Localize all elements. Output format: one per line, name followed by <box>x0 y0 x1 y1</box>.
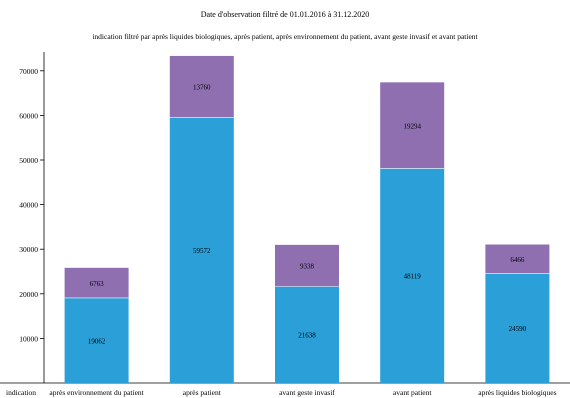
bar-segment-upper <box>380 82 445 169</box>
y-tick-label: 50000 <box>19 156 38 165</box>
x-tick-label: après environnement du patient <box>49 388 144 397</box>
bar-segment-upper <box>169 55 234 118</box>
data-label: 9338 <box>300 263 315 271</box>
data-label: 24590 <box>509 325 527 333</box>
data-label: 19294 <box>403 122 421 130</box>
data-label: 13760 <box>193 84 211 92</box>
chart-subtitle: indication filtré par après liquides bio… <box>92 32 478 41</box>
data-label: 21638 <box>298 332 316 340</box>
y-tick-label: 40000 <box>19 201 38 210</box>
x-axis-title: indication <box>6 388 36 397</box>
data-label: 6466 <box>510 256 525 264</box>
y-tick-label: 10000 <box>19 334 38 343</box>
chart-title: Date d'observation filtré de 01.01.2016 … <box>200 10 370 19</box>
bar-segment-lower <box>169 117 234 383</box>
y-tick-label: 20000 <box>19 290 38 299</box>
x-tick-label: avant geste invasif <box>279 388 335 397</box>
bar-segment-lower <box>64 297 129 383</box>
bar-segment-lower <box>275 286 339 383</box>
bar-segment-upper <box>485 244 550 274</box>
x-tick-label: avant patient <box>393 388 432 397</box>
y-tick-label: 60000 <box>19 111 38 120</box>
bar-segment-upper <box>275 244 339 287</box>
data-label: 19062 <box>88 337 106 345</box>
data-label: 6763 <box>90 280 105 288</box>
x-tick-label: après liquides biologiques <box>478 388 556 397</box>
data-label: 48119 <box>404 273 422 281</box>
bar-segment-upper <box>64 267 129 298</box>
y-tick-label: 30000 <box>19 245 38 254</box>
bar-segment-lower <box>485 273 550 383</box>
data-label: 59572 <box>193 247 211 255</box>
y-tick-label: 70000 <box>19 67 38 76</box>
bar-segment-lower <box>380 168 445 383</box>
x-tick-label: après patient <box>183 388 222 397</box>
